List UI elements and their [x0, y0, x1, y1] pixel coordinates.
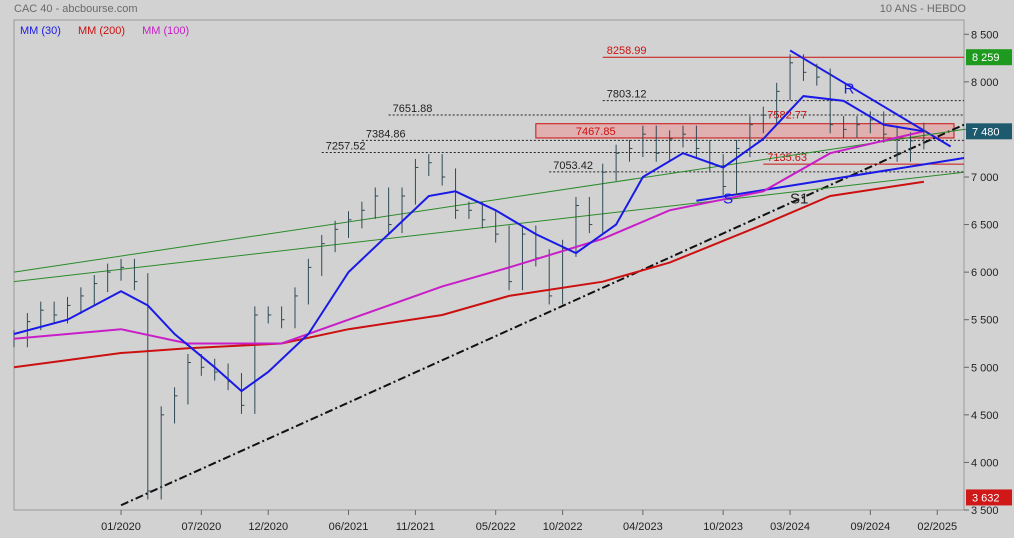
value-badge — [966, 489, 1012, 506]
x-tick-label: 03/2024 — [770, 521, 810, 533]
mm30-line — [13, 95, 925, 393]
y-tick-label: 8 000 — [971, 77, 999, 89]
level-label: 7053.42 — [553, 160, 593, 172]
y-tick-label: 7 000 — [971, 172, 999, 184]
level-label: 8258.99 — [607, 45, 647, 57]
level-label: 7651.88 — [393, 103, 433, 115]
x-tick-label: 09/2024 — [850, 521, 890, 533]
legend-mm30: MM (30) — [20, 25, 61, 37]
y-tick-label: 5 500 — [971, 315, 999, 327]
x-tick-label: 10/2022 — [543, 521, 583, 533]
value-badge-label: 8 259 — [972, 52, 1000, 64]
trendline-support-s — [696, 156, 965, 202]
level-label: 7803.12 — [607, 89, 647, 101]
level-label: 7257.52 — [326, 140, 366, 152]
trendline-channel-upper — [13, 128, 965, 273]
x-tick-label: 11/2021 — [396, 521, 435, 533]
legend-mm200: MM (200) — [78, 25, 126, 37]
y-tick-label: 4 000 — [971, 457, 999, 469]
x-tick-label: 02/2025 — [917, 521, 957, 533]
mm100-line — [13, 130, 925, 345]
chart-legend: MM (30) MM (200) MM (100) — [20, 25, 203, 37]
y-tick-label: 5 000 — [971, 362, 999, 374]
x-tick-label: 07/2020 — [181, 521, 221, 533]
y-tick-label: 6 000 — [971, 267, 999, 279]
annotation-s1: S1 — [790, 191, 808, 208]
trendline-channel-lower — [13, 171, 965, 283]
zone-label: 7467.85 — [576, 126, 616, 138]
legend-mm100: MM (100) — [142, 25, 190, 37]
value-badge-label: 7 480 — [972, 126, 1000, 138]
x-tick-label: 06/2021 — [329, 521, 369, 533]
y-tick-label: 8 500 — [971, 29, 999, 41]
annotation-r: R — [844, 80, 855, 97]
level-label: 7582.77 — [767, 110, 807, 122]
y-tick-label: 3 500 — [971, 505, 999, 517]
chart-title: CAC 40 - abcbourse.com — [14, 3, 138, 15]
x-tick-label: 04/2023 — [623, 521, 663, 533]
y-tick-label: 6 500 — [971, 220, 999, 232]
level-label: 7384.86 — [366, 128, 406, 140]
annotation-s: S — [723, 191, 733, 208]
level-label: 7135.63 — [767, 152, 807, 164]
x-tick-label: 10/2023 — [703, 521, 743, 533]
value-badge — [966, 123, 1012, 140]
plot-area — [13, 19, 965, 511]
x-tick-label: 05/2022 — [476, 521, 516, 533]
mm200-line — [13, 180, 925, 369]
x-tick-label: 12/2020 — [248, 521, 288, 533]
chart-period: 10 ANS - HEBDO — [879, 3, 966, 15]
x-tick-label: 01/2020 — [101, 521, 141, 533]
value-badge — [966, 49, 1012, 66]
y-tick-label: 4 500 — [971, 410, 999, 422]
value-badge-label: 3 632 — [972, 492, 1000, 504]
